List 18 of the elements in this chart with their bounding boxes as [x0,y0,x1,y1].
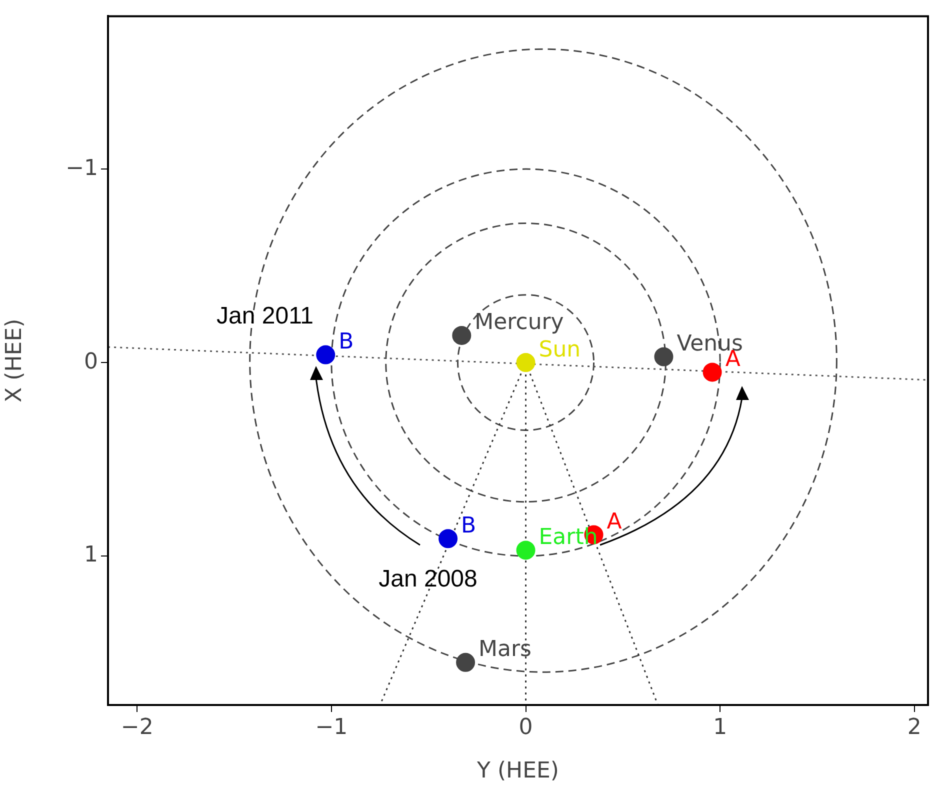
y-axis-title: X (HEE) [2,318,27,402]
x-tick-label: −2 [120,714,154,740]
x-tick-label: −1 [315,714,348,740]
x-tick-label: 2 [907,714,922,740]
y-tick-label: −1 [66,156,98,181]
series-label: A [606,509,622,534]
x-axis-title: Y (HEE) [476,758,559,784]
y-tick-label: 1 [84,542,98,568]
series-label: Mars [478,637,532,662]
x-tick-label: 0 [518,714,533,740]
text: B [338,330,354,355]
series-label: B [461,513,476,538]
y-tick-label: 0 [84,349,98,374]
annotation: Jan 2011 [216,302,314,330]
x-tick-label: 1 [713,714,728,740]
series-label: Sun [538,337,581,362]
annotation: Jan 2008 [378,566,478,593]
series-label: Mercury [474,310,564,336]
